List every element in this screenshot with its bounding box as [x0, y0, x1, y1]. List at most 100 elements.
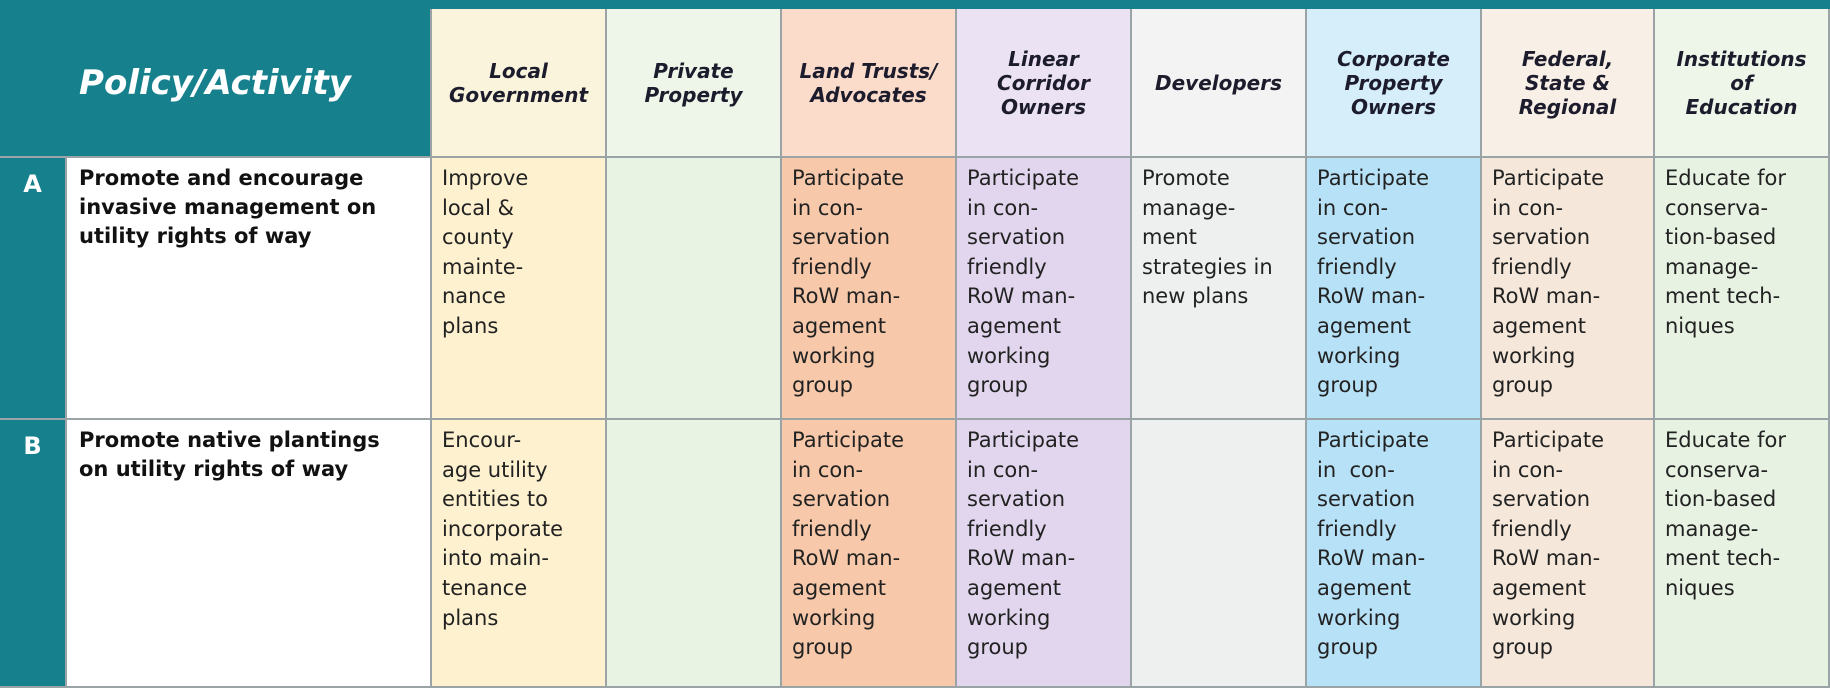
- text-line: niques: [1665, 313, 1735, 338]
- text-line: niques: [1665, 575, 1735, 600]
- text-line: group: [967, 373, 1028, 398]
- text-line: Participate: [1317, 166, 1430, 190]
- policy-cell: Promote and encourage invasive management…: [67, 158, 432, 420]
- activity-cell: Improve local & county mainte-nance plans: [432, 158, 607, 420]
- text-line: county: [442, 225, 514, 250]
- text-line: Educate for: [1665, 428, 1787, 452]
- text-line: Participate: [1492, 428, 1605, 452]
- text-line: Promote and encourage: [79, 166, 364, 190]
- text-line: agement: [792, 575, 887, 600]
- text-line: servation: [1317, 225, 1416, 250]
- text-line: agement: [967, 575, 1062, 600]
- activity-cell: Participate in con-servation friendly RoW m…: [957, 420, 1132, 688]
- activity-cell: Participate in con-servation friendly RoW m…: [1482, 158, 1655, 420]
- text-line: in con-: [792, 457, 864, 482]
- text-line: group: [1317, 635, 1378, 660]
- text-line: Land Trusts/: [799, 58, 938, 83]
- text-line: working: [1317, 343, 1401, 368]
- column-header: Institutions of Education: [1655, 9, 1830, 158]
- text-line: local &: [442, 195, 514, 220]
- text-line: agement: [1492, 313, 1587, 338]
- text-line: friendly: [1492, 516, 1572, 541]
- text-line: group: [1317, 373, 1378, 398]
- text-line: plans: [442, 605, 499, 630]
- activity-cell: Participate in con-servation friendly RoW m…: [782, 420, 957, 688]
- text-line: agement: [1317, 575, 1412, 600]
- row-letter: B: [0, 420, 67, 688]
- text-line: in con-: [1492, 195, 1564, 220]
- text-line: utility rights of way: [79, 224, 312, 248]
- text-line: ment tech-: [1665, 546, 1781, 571]
- activity-cell: Educate for conserva-tion-based manage-men…: [1655, 158, 1830, 420]
- column-header: Local Government: [432, 9, 607, 158]
- text-line: group: [792, 635, 853, 660]
- text-line: conserva-: [1665, 457, 1769, 482]
- text-line: Participate: [1317, 428, 1430, 452]
- column-header: Private Property: [607, 9, 782, 158]
- text-line: servation: [1492, 487, 1591, 512]
- text-line: into main-: [442, 546, 549, 571]
- text-line: tion-based: [1665, 225, 1777, 250]
- text-line: Local: [489, 58, 548, 83]
- text-line: Promote native plantings: [79, 428, 380, 452]
- text-line: Improve: [442, 166, 529, 190]
- text-line: plans: [442, 313, 499, 338]
- text-line: servation: [1317, 487, 1416, 512]
- text-line: Developers: [1154, 70, 1282, 95]
- text-line: working: [792, 343, 876, 368]
- activity-cell: [1132, 420, 1307, 688]
- activity-cell: Participate in con-servation friendly RoW m…: [1307, 420, 1482, 688]
- text-line: tion-based: [1665, 487, 1777, 512]
- text-line: ment tech-: [1665, 284, 1781, 309]
- text-line: servation: [792, 487, 891, 512]
- text-line: State &: [1525, 70, 1610, 95]
- column-header: Federal, State & Regional: [1482, 9, 1655, 158]
- text-line: entities to: [442, 487, 548, 512]
- text-line: manage-: [1142, 195, 1236, 220]
- text-line: working: [1492, 605, 1576, 630]
- text-line: tenance: [442, 575, 528, 600]
- text-line: manage-: [1665, 516, 1759, 541]
- text-line: group: [792, 373, 853, 398]
- text-line: working: [1317, 605, 1401, 630]
- column-header: Land Trusts/Advocates: [782, 9, 957, 158]
- text-line: Regional: [1518, 94, 1617, 119]
- text-line: Institutions: [1676, 46, 1807, 71]
- text-line: conserva-: [1665, 195, 1769, 220]
- activity-cell: Participate in con-servation friendly RoW m…: [782, 158, 957, 420]
- text-line: servation: [792, 225, 891, 250]
- text-line: in con-: [792, 195, 864, 220]
- text-line: RoW man-: [792, 546, 901, 571]
- text-line: Participate: [967, 166, 1080, 190]
- activity-cell: Educate for conserva-tion-based manage-men…: [1655, 420, 1830, 688]
- text-line: new plans: [1142, 284, 1249, 309]
- text-line: in con-: [1492, 457, 1564, 482]
- text-line: friendly: [1317, 516, 1397, 541]
- column-header: Corporate Property Owners: [1307, 9, 1482, 158]
- text-line: Advocates: [810, 82, 927, 107]
- text-line: Participate: [792, 428, 905, 452]
- text-line: on utility rights of way: [79, 457, 349, 481]
- text-line: Promote: [1142, 166, 1230, 190]
- text-line: Corporate: [1337, 46, 1450, 71]
- text-line: Property: [1344, 70, 1443, 95]
- text-line: Property: [644, 82, 743, 107]
- text-line: RoW man-: [1317, 284, 1426, 309]
- text-line: servation: [967, 487, 1066, 512]
- text-line: manage-: [1665, 254, 1759, 279]
- text-line: RoW man-: [967, 546, 1076, 571]
- text-line: ment: [1142, 225, 1197, 250]
- activity-cell: Participate in con-servation friendly RoW m…: [1482, 420, 1655, 688]
- text-line: agement: [1317, 313, 1412, 338]
- text-line: RoW man-: [1317, 546, 1426, 571]
- text-line: friendly: [967, 254, 1047, 279]
- text-line: in con-: [967, 195, 1039, 220]
- text-line: Linear: [1008, 46, 1079, 71]
- text-line: Encour-: [442, 428, 522, 452]
- text-line: working: [792, 605, 876, 630]
- column-header: Linear Corridor Owners: [957, 9, 1132, 158]
- text-line: in con-: [1317, 457, 1395, 482]
- text-line: RoW man-: [792, 284, 901, 309]
- text-line: mainte-: [442, 254, 524, 279]
- activity-cell: Promote manage-ment strategies in new plans: [1132, 158, 1307, 420]
